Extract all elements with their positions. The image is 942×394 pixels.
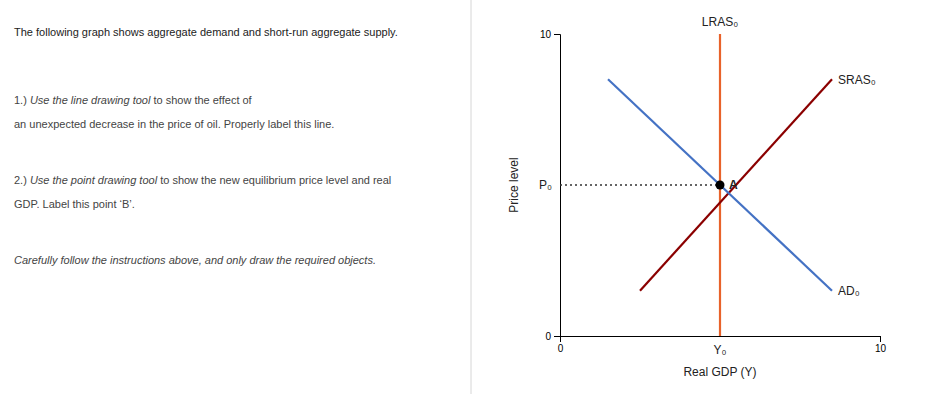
instruction-text: to show the effect of	[150, 94, 252, 106]
series-line	[640, 79, 832, 290]
instruction-text: 2.)	[14, 174, 30, 186]
y-axis: 0 10	[540, 29, 561, 342]
x-tick-mark	[880, 336, 881, 342]
line-label: AD₀	[838, 284, 860, 298]
y-tick-label: 0	[545, 331, 551, 342]
instruction-text: Use the line drawing tool	[30, 94, 151, 106]
y-tick-mark	[554, 336, 560, 337]
instruction-text: GDP. Label this point ‘B’.	[14, 198, 135, 210]
plot-area	[560, 34, 832, 336]
instruction-line: GDP. Label this point ‘B’.	[14, 198, 135, 210]
instruction-text: Carefully follow the instructions above,…	[14, 254, 376, 266]
instruction-line: Carefully follow the instructions above,…	[14, 254, 376, 266]
chart: The following graph shows aggregate dema…	[0, 0, 942, 394]
x-tick: 0	[558, 336, 564, 354]
line-label: SRAS₀	[838, 73, 876, 87]
instruction-text: to show the new equilibrium price level …	[157, 174, 391, 186]
y-tick-mark	[554, 34, 560, 35]
axis-annotation: P₀	[539, 178, 552, 192]
instruction-text: 1.)	[14, 94, 30, 106]
x-axis-title: Real GDP (Y)	[683, 365, 756, 379]
x-tick: 10	[875, 336, 887, 354]
instruction-line: 2.) Use the point drawing tool to show t…	[14, 174, 391, 186]
instruction-text: an unexpected decrease in the price of o…	[14, 118, 334, 130]
point	[716, 181, 725, 190]
instruction-line: 1.) Use the line drawing tool to show th…	[14, 94, 253, 106]
x-axis-line	[561, 337, 881, 343]
instruction-line: an unexpected decrease in the price of o…	[14, 118, 334, 130]
y-axis-line	[554, 35, 561, 337]
axis-annotation: Y₀	[714, 343, 727, 357]
x-tick-label: 10	[875, 343, 887, 354]
y-tick-label: 10	[540, 29, 552, 40]
point-label: A	[729, 178, 738, 192]
divider	[471, 0, 472, 394]
y-tick: 0	[545, 331, 560, 342]
series-labels: LRAS₀ SRAS₀ AD₀ A	[702, 15, 876, 298]
y-tick: 10	[540, 29, 560, 40]
series-line	[560, 184, 720, 185]
title: The following graph shows aggregate dema…	[14, 26, 398, 38]
x-tick-label: 0	[558, 343, 564, 354]
instruction-text: Use the point drawing tool	[30, 174, 158, 186]
y-axis-title: Price level	[507, 157, 521, 212]
line-label: LRAS₀	[702, 15, 738, 29]
